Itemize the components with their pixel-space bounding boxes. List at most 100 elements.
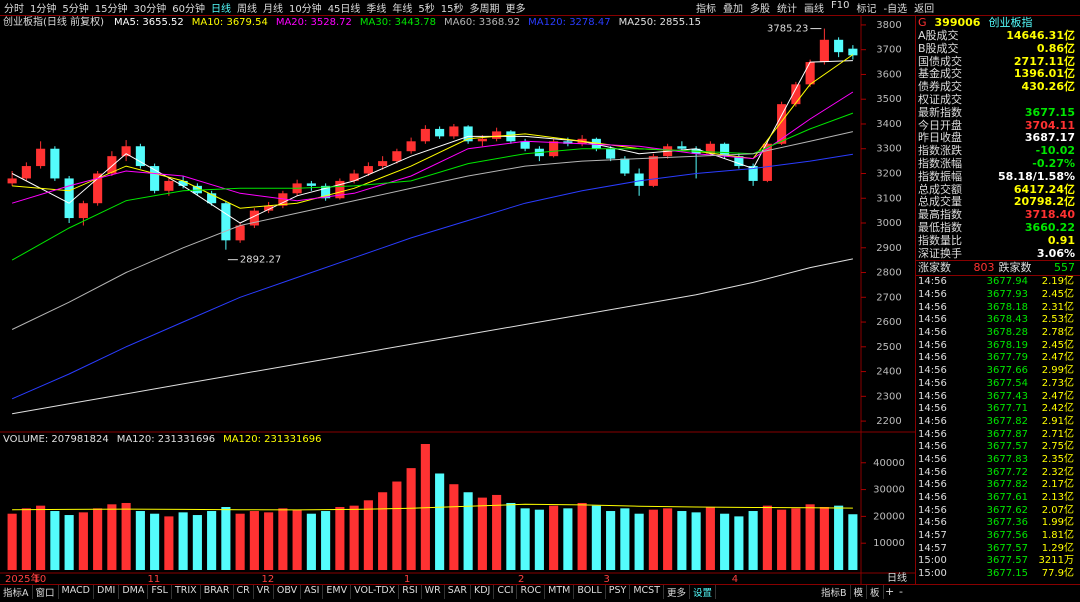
quote-name: 创业板指 — [988, 16, 1033, 29]
indicator-tab[interactable]: BOLL — [574, 585, 606, 599]
period-tab[interactable]: 更多 — [505, 4, 526, 15]
tool-button[interactable]: F10 — [831, 0, 850, 11]
indicator-tab[interactable]: 设置 — [690, 585, 717, 599]
quote-label: 昨日收盘 — [918, 131, 962, 145]
template-tab[interactable]: 板 — [867, 585, 884, 599]
tape-row: 14:56 3678.19 2.45亿 — [916, 340, 1080, 353]
tool-button[interactable]: 标记 — [856, 4, 877, 15]
indicator-tab[interactable]: CR — [234, 585, 254, 599]
period-tab[interactable]: 季线 — [366, 4, 387, 15]
period-tab[interactable]: 1分钟 — [30, 4, 57, 15]
tape-volume: 2.32亿 — [1041, 466, 1074, 478]
quote-label: 今日开盘 — [918, 118, 962, 132]
period-tab[interactable]: 月线 — [262, 4, 283, 15]
period-tab[interactable]: 45日线 — [327, 4, 361, 15]
period-tab[interactable]: 日线 — [210, 4, 231, 15]
tape-price: 3677.94 — [986, 276, 1028, 288]
indicator-tab[interactable]: 窗口 — [33, 585, 59, 599]
zoom-button[interactable]: + — [885, 585, 895, 598]
tape-volume: 2.71亿 — [1041, 428, 1074, 440]
indicator-tab[interactable]: VR — [254, 585, 274, 599]
tool-button[interactable]: 返回 — [914, 4, 935, 15]
indicator-tab[interactable]: MCST — [630, 585, 665, 599]
volume-bar — [563, 508, 573, 570]
date-label: 10 — [34, 574, 47, 585]
y-tick-label: 2400 — [876, 367, 901, 378]
candle-body — [677, 146, 687, 149]
volume-bar — [150, 513, 160, 570]
tape-price: 3677.93 — [986, 289, 1028, 301]
indicator-tab[interactable]: EMV — [323, 585, 352, 599]
volume-tick-label: 40000 — [873, 458, 905, 469]
indicator-tab[interactable]: DMI — [94, 585, 120, 599]
ma-line — [11, 112, 854, 261]
indicator-tab[interactable]: WR — [422, 585, 445, 599]
indicator-tab[interactable]: KDJ — [471, 585, 495, 599]
indicator-tab[interactable]: 更多 — [664, 585, 691, 599]
indicator-tab[interactable]: SAR — [445, 585, 471, 599]
volume-bar — [78, 512, 88, 570]
indicator-tab[interactable]: OBV — [274, 585, 302, 599]
volume-bar — [278, 508, 288, 570]
period-tab[interactable]: 15分钟 — [94, 4, 128, 15]
decline-count: 557 — [1054, 261, 1075, 275]
indicator-tab[interactable]: MTM — [545, 585, 575, 599]
indicator-tab[interactable]: MACD — [59, 585, 94, 599]
tool-button[interactable]: 统计 — [777, 4, 797, 15]
period-tab[interactable]: 5秒 — [418, 4, 435, 15]
indicator-tab[interactable]: FSL — [148, 585, 172, 599]
candle-body — [363, 166, 373, 174]
volume-bar — [249, 511, 259, 570]
tool-button[interactable]: 多股 — [750, 4, 770, 15]
indicator-tab[interactable]: PSY — [606, 585, 631, 599]
indicator-tab[interactable]: BRAR — [201, 585, 234, 599]
tape-row: 14:57 3677.57 1.29亿 — [916, 543, 1080, 556]
volume-bar — [606, 511, 616, 570]
indicator-tab[interactable]: RSI — [399, 585, 422, 599]
zoom-button[interactable]: - — [899, 585, 903, 598]
volume-bar — [378, 492, 388, 570]
period-tab[interactable]: 年线 — [392, 4, 413, 15]
volume-bar — [720, 513, 730, 570]
candle-body — [420, 128, 430, 142]
volume-bar — [121, 502, 131, 570]
indicator-tab[interactable]: ASI — [301, 585, 324, 599]
tape-volume: 2.17亿 — [1041, 479, 1074, 491]
volume-bar — [520, 508, 530, 570]
quote-label: 最新指数 — [918, 105, 962, 119]
quote-row: 总成交额 6417.24亿 — [916, 183, 1080, 197]
tool-button[interactable]: -自选 — [883, 4, 908, 15]
period-tab[interactable]: 30分钟 — [133, 4, 167, 15]
quote-row: 今日开盘 3704.11 — [916, 118, 1080, 133]
period-tab[interactable]: 多周期 — [469, 4, 500, 15]
period-tab[interactable]: 15秒 — [440, 4, 464, 15]
tape-time: 14:56 — [918, 289, 947, 301]
volume-bar — [264, 512, 274, 570]
tape-volume: 2.45亿 — [1041, 339, 1074, 351]
tape-time: 14:57 — [918, 530, 947, 542]
tool-button[interactable]: 指标 — [696, 4, 716, 15]
indicator-tab[interactable]: TRIX — [172, 585, 201, 599]
candle-body — [264, 205, 274, 211]
ma-line — [12, 258, 853, 415]
template-tab[interactable]: 指标B — [818, 585, 851, 599]
indicator-tab[interactable]: DMA — [119, 585, 149, 599]
period-tab[interactable]: 分时 — [4, 4, 24, 15]
indicator-tab[interactable]: CCI — [494, 585, 518, 599]
indicator-tab[interactable]: 指标A — [0, 585, 33, 599]
period-tab[interactable]: 60分钟 — [172, 4, 205, 15]
tool-button[interactable]: 叠加 — [723, 4, 743, 15]
period-tab[interactable]: 5分钟 — [62, 4, 89, 15]
tool-button[interactable]: 画线 — [804, 4, 824, 15]
period-tab[interactable]: 10分钟 — [288, 4, 322, 15]
candle-body — [207, 193, 217, 204]
indicator-tab[interactable]: VOL-TDX — [351, 585, 400, 599]
volume-bar — [192, 515, 202, 570]
tape-row: 14:56 3677.79 2.47亿 — [916, 352, 1080, 365]
volume-bar — [306, 513, 316, 570]
tape-volume: 2.42亿 — [1041, 403, 1074, 415]
indicator-tab[interactable]: ROC — [517, 585, 546, 599]
period-tab[interactable]: 周线 — [236, 4, 257, 15]
quote-label: 最低指数 — [918, 220, 962, 234]
template-tab[interactable]: 模 — [851, 585, 868, 599]
